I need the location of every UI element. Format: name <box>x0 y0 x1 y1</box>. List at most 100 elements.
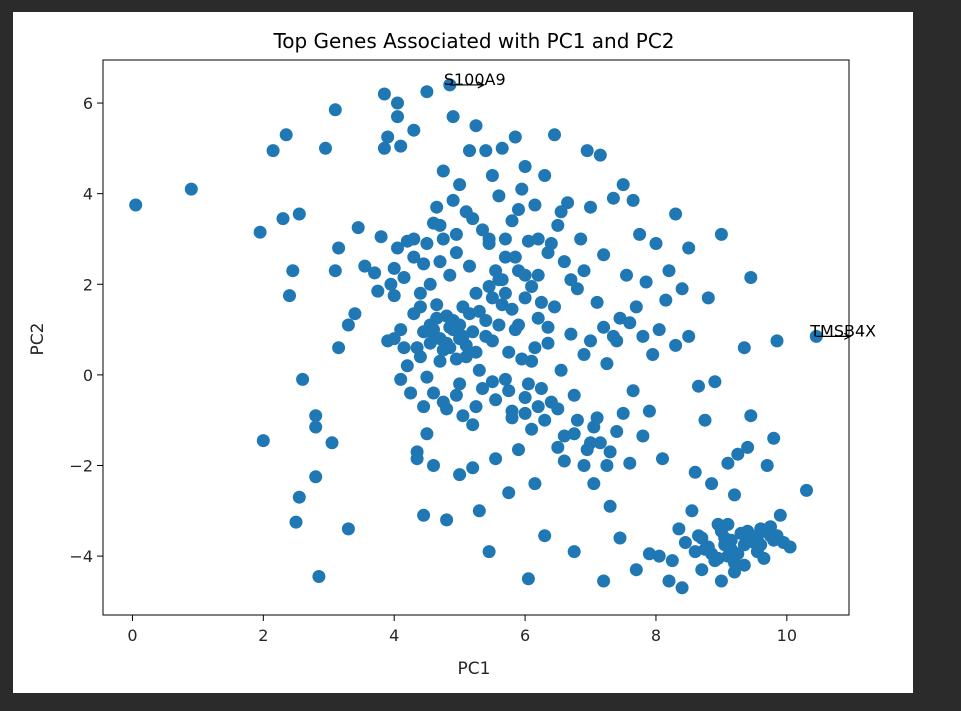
scatter-point <box>561 196 575 210</box>
scatter-point <box>695 531 709 545</box>
scatter-point <box>623 456 637 470</box>
scatter-point <box>567 427 581 441</box>
scatter-point <box>417 325 431 339</box>
scatter-point <box>528 341 542 355</box>
scatter-point <box>328 103 342 117</box>
scatter-point <box>551 402 565 416</box>
scatter-point <box>538 169 552 182</box>
scatter-point <box>711 551 725 565</box>
scatter-point <box>459 350 473 364</box>
scatter-point <box>557 454 571 468</box>
scatter-point <box>423 277 437 291</box>
scatter-point <box>498 372 512 386</box>
scatter-point <box>656 452 669 466</box>
scatter-point <box>466 325 480 339</box>
scatter-point <box>492 189 506 203</box>
scatter-point <box>495 273 509 287</box>
scatter-point <box>472 504 486 518</box>
scatter-point <box>633 227 647 241</box>
scatter-point <box>292 207 306 221</box>
scatter-point <box>737 538 751 552</box>
scatter-point <box>783 540 797 554</box>
annotation-arrow <box>816 332 852 340</box>
scatter-point <box>430 200 444 214</box>
scatter-point <box>587 477 601 491</box>
scatter-point <box>319 141 332 155</box>
scatter-point <box>463 307 476 321</box>
scatter-point <box>453 178 467 192</box>
scatter-point <box>449 227 463 241</box>
scatter-point <box>773 508 787 522</box>
scatter-point <box>469 119 483 133</box>
scatter-point <box>613 311 627 325</box>
scatter-point <box>332 341 346 355</box>
scatter-point <box>420 427 434 441</box>
scatter-point <box>692 379 705 393</box>
scatter-point <box>394 323 408 337</box>
scatter-point <box>407 232 421 246</box>
scatter-point <box>600 357 614 371</box>
scatter-point <box>636 429 650 443</box>
scatter-point <box>427 323 440 337</box>
scatter-point <box>420 370 434 384</box>
scatter-point <box>580 144 594 158</box>
scatter-point <box>534 382 548 395</box>
scatter-point <box>430 298 444 312</box>
scatter-point <box>521 572 535 586</box>
scatter-point <box>498 250 512 264</box>
scatter-point <box>489 452 503 466</box>
scatter-point <box>332 241 346 255</box>
chart-title: Top Genes Associated with PC1 and PC2 <box>272 29 674 53</box>
scatter-point <box>767 431 781 445</box>
scatter-point <box>309 470 323 484</box>
scatter-point <box>728 556 741 570</box>
scatter-point <box>404 386 418 400</box>
scatter-point <box>652 549 666 563</box>
scatter-point <box>446 193 460 207</box>
scatter-point <box>521 234 535 248</box>
scatter-point <box>531 400 545 414</box>
scatter-point <box>567 388 581 402</box>
scatter-point <box>384 277 398 291</box>
scatter-chart: Top Genes Associated with PC1 and PC2 0 2… <box>28 29 876 679</box>
scatter-point <box>515 182 529 196</box>
scatter-point <box>253 225 267 239</box>
scatter-point <box>636 329 650 343</box>
scatter-point <box>440 513 454 527</box>
scatter-point <box>548 128 561 142</box>
scatter-point <box>492 318 506 332</box>
scatter-point <box>551 218 565 232</box>
scatter-point <box>391 96 404 110</box>
scatter-point <box>714 574 728 588</box>
scatter-point <box>456 329 470 343</box>
scatter-point <box>377 141 391 155</box>
x-axis: 0 2 4 6 8 10 <box>127 615 797 645</box>
scatter-point <box>682 329 696 343</box>
scatter-point <box>512 203 525 216</box>
scatter-point <box>521 377 535 391</box>
scatter-point <box>456 409 470 423</box>
scatter-point <box>760 459 774 472</box>
scatter-point <box>397 341 411 355</box>
scatter-point <box>387 261 401 275</box>
scatter-point <box>485 375 499 389</box>
scatter-point <box>606 191 620 205</box>
scatter-point <box>407 123 421 137</box>
scatter-point <box>266 144 280 158</box>
scatter-point <box>341 522 355 536</box>
scatter-point <box>642 404 656 418</box>
scatter-point <box>531 268 545 282</box>
scatter-point <box>728 565 741 579</box>
scatter-point <box>584 200 597 214</box>
scatter-point <box>417 508 431 522</box>
scatter-point <box>639 275 653 289</box>
scatter-point <box>567 545 581 559</box>
scatter-point <box>646 348 660 361</box>
scatter-point <box>407 250 421 264</box>
scatter-point <box>688 465 702 479</box>
scatter-point <box>541 336 555 350</box>
scatter-point <box>531 232 545 246</box>
scatter-point <box>387 289 401 303</box>
y-tick-label: −2 <box>69 456 93 475</box>
scatter-point <box>800 483 813 497</box>
